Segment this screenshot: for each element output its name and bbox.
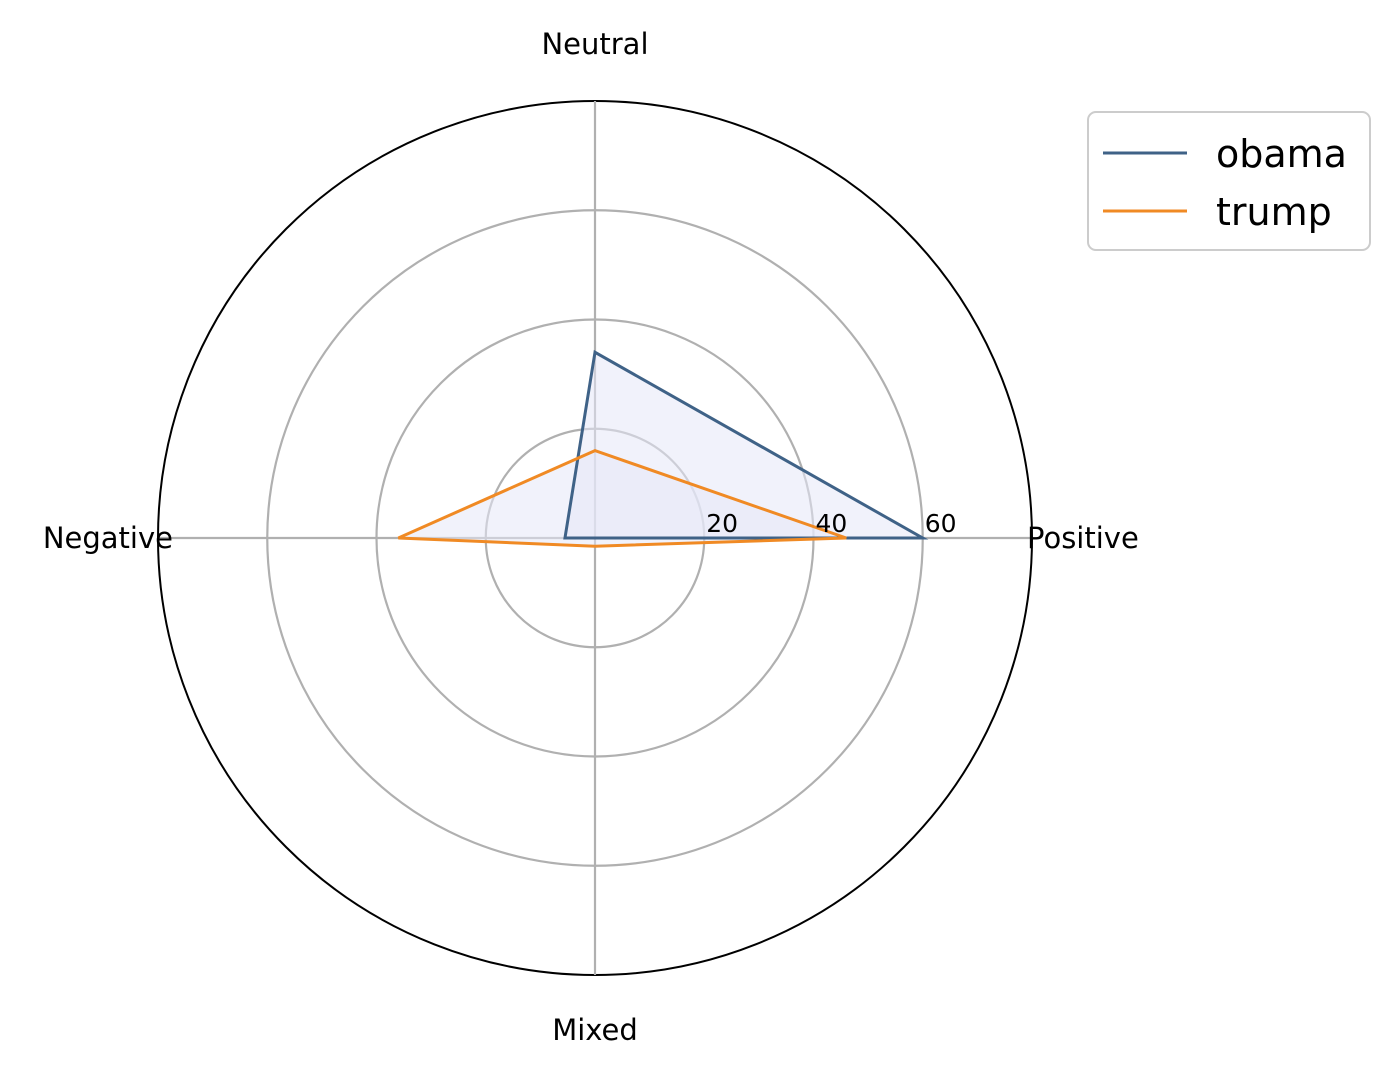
tick-label-60: 60 — [925, 509, 957, 538]
tick-label-20: 20 — [706, 509, 738, 538]
legend-frame — [1087, 111, 1371, 251]
legend-label-obama: obama — [1216, 132, 1347, 176]
series-line-trump — [397, 448, 847, 548]
category-label-positive: Positive — [1027, 521, 1139, 555]
series-fills — [398, 352, 923, 547]
series-lines — [397, 349, 929, 548]
category-label-neutral: Neutral — [541, 27, 648, 61]
legend: obama trump — [1087, 111, 1371, 251]
radial-tick-labels: 20 40 60 — [706, 509, 956, 538]
series-fill-trump — [398, 450, 847, 547]
category-label-negative: Negative — [43, 521, 173, 555]
legend-label-trump: trump — [1216, 190, 1332, 234]
tick-label-40: 40 — [816, 509, 848, 538]
series-line-obama — [563, 349, 929, 540]
category-labels: Positive Neutral Negative Mixed — [43, 27, 1139, 1047]
category-label-mixed: Mixed — [552, 1013, 638, 1047]
